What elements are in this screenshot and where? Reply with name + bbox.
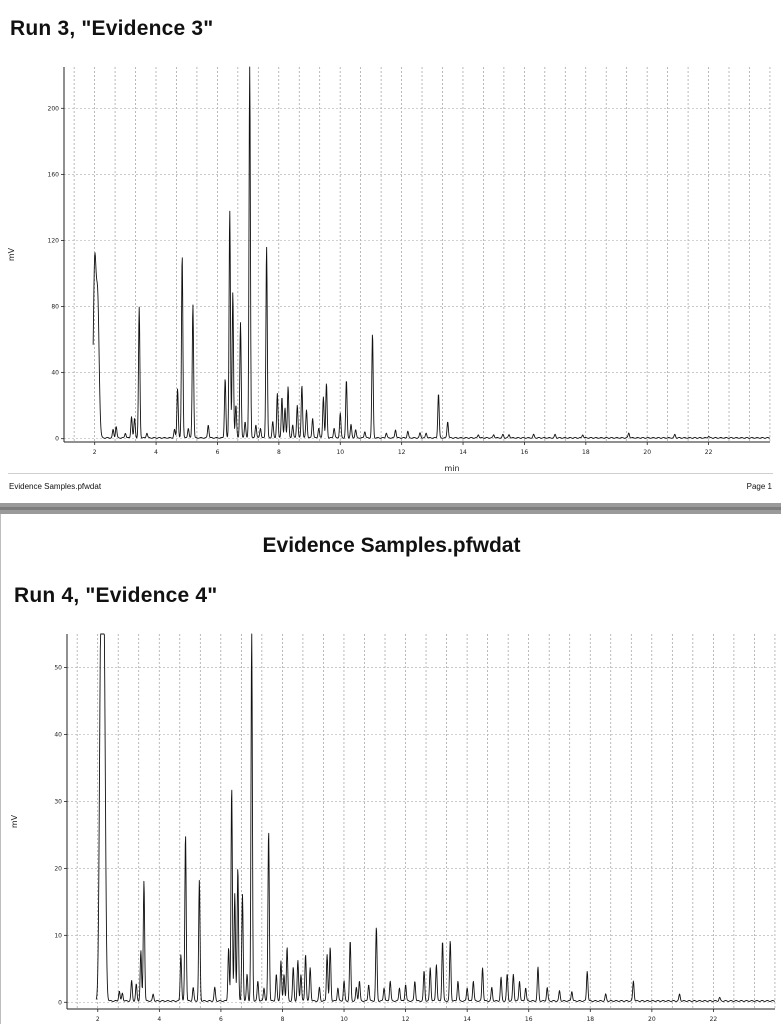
x-tick-label: 14 [459, 449, 467, 456]
y-tick-label: 40 [51, 370, 59, 377]
grid-lines [64, 67, 771, 442]
y-tick-label: 0 [58, 999, 62, 1006]
x-tick-label: 6 [219, 1016, 223, 1023]
y-tick-label: 160 [48, 171, 60, 178]
x-tick-label: 12 [402, 1016, 410, 1023]
y-axis-label: mV [7, 247, 16, 261]
y-tick-label: 0 [55, 436, 59, 443]
y-axis-label: mV [10, 814, 19, 828]
x-tick-label: 20 [643, 449, 651, 456]
x-tick-label: 20 [648, 1016, 656, 1023]
chromatogram-page-1: Run 3, "Evidence 3" 2 4 6 8 10 12 14 16 18 20 22 0 4… [0, 0, 781, 503]
x-axis-label: min [444, 464, 459, 473]
chromatogram-trace [95, 633, 775, 1002]
page-separator [0, 503, 781, 514]
x-tick-label: 10 [336, 449, 344, 456]
y-tick-label: 50 [54, 664, 62, 671]
x-tick-label: 8 [277, 449, 281, 456]
run-title: Run 3, "Evidence 3" [10, 17, 214, 40]
x-tick-label: 18 [582, 449, 590, 456]
document-title: Evidence Samples.pfwdat [262, 534, 521, 557]
peak-points [101, 634, 720, 999]
x-tick-label: 16 [525, 1016, 533, 1023]
y-tick-label: 20 [54, 865, 62, 872]
y-tick-label: 80 [51, 304, 59, 311]
x-tick-label: 12 [398, 449, 406, 456]
x-tick-label: 14 [463, 1016, 471, 1023]
x-tick-label: 4 [157, 1016, 161, 1023]
x-tick-label: 4 [154, 449, 158, 456]
y-tick-label: 120 [48, 237, 60, 244]
footer-page-number: Page 1 [746, 482, 772, 491]
y-tick-label: 200 [48, 105, 60, 112]
y-tick-label: 40 [54, 731, 62, 738]
x-tick-label: 8 [281, 1016, 285, 1023]
footer-divider [8, 473, 773, 474]
run-title: Run 4, "Evidence 4" [14, 584, 218, 607]
x-tick-label: 22 [705, 449, 713, 456]
x-tick-label: 18 [586, 1016, 594, 1023]
x-tick-label: 16 [521, 449, 529, 456]
x-tick-label: 2 [93, 449, 97, 456]
x-tick-label: 6 [216, 449, 220, 456]
footer-filename: Evidence Samples.pfwdat [9, 482, 102, 491]
x-tick-label: 22 [710, 1016, 718, 1023]
chromatogram-trace [92, 66, 770, 439]
chromatogram-chart-run-3: 2 4 6 8 10 12 14 16 18 20 22 0 40 80 120 160 200 min mV [7, 66, 771, 473]
x-tick-label: 2 [96, 1016, 100, 1023]
y-tick-label: 10 [54, 932, 62, 939]
y-tick-label: 30 [54, 798, 62, 805]
chromatogram-page-2: Evidence Samples.pfwdat Run 4, "Evidence… [0, 514, 781, 1024]
chromatogram-chart-run-4: 2 4 6 8 10 12 14 16 18 20 22 0 10 20 30 40 50 mV [10, 633, 776, 1023]
grid-lines [67, 634, 776, 1009]
x-tick-label: 10 [340, 1016, 348, 1023]
